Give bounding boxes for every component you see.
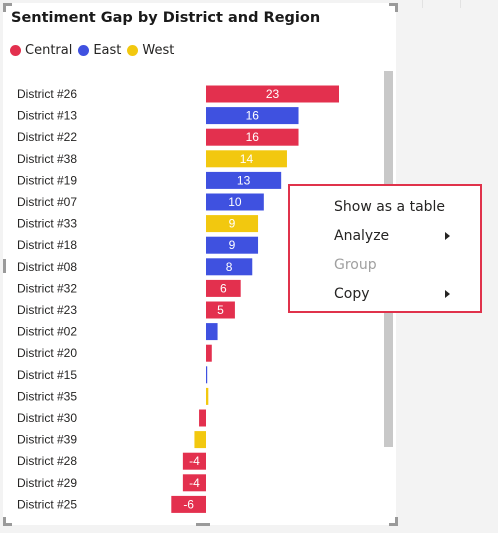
- legend-swatch-east: [78, 45, 90, 56]
- data-label: -4: [189, 454, 200, 468]
- legend-item-east[interactable]: East: [78, 43, 121, 58]
- data-label: 8: [226, 260, 233, 274]
- menu-item-group: Group: [334, 257, 377, 273]
- bar[interactable]: [206, 215, 259, 233]
- data-label: 10: [228, 195, 242, 209]
- category-label: District #29: [17, 476, 77, 490]
- resize-handle-top-left[interactable]: [3, 3, 12, 6]
- category-label: District #38: [17, 152, 77, 166]
- category-label: District #13: [17, 109, 77, 123]
- menu-item-copy[interactable]: Copy: [334, 286, 370, 302]
- bar[interactable]: [206, 301, 235, 319]
- category-label: District #39: [17, 433, 77, 447]
- bar[interactable]: [206, 387, 209, 405]
- legend-label-east: East: [93, 43, 122, 58]
- legend-swatch-central: [10, 45, 21, 56]
- bar[interactable]: [206, 107, 299, 125]
- bar[interactable]: [171, 495, 206, 513]
- category-label: District #02: [17, 325, 77, 339]
- resize-handle-bottom-right[interactable]: [389, 523, 398, 526]
- legend-label-central: Central: [25, 43, 73, 58]
- resize-handle-top-left-v[interactable]: [3, 3, 6, 12]
- category-label: District #18: [17, 238, 77, 252]
- category-label: District #28: [17, 454, 77, 468]
- resize-handle-top-right[interactable]: [389, 3, 398, 6]
- category-label: District #22: [17, 130, 77, 144]
- bar[interactable]: [206, 128, 299, 146]
- chart-legend: Central East West: [10, 43, 180, 58]
- bar[interactable]: [206, 85, 339, 103]
- category-label: District #23: [17, 303, 77, 317]
- legend-swatch-west: [127, 45, 139, 56]
- category-label: District #32: [17, 281, 77, 295]
- category-label: District #35: [17, 389, 77, 403]
- data-label: 16: [246, 130, 260, 144]
- category-label: District #33: [17, 217, 77, 231]
- menu-item-analyze[interactable]: Analyze: [334, 228, 390, 244]
- data-label: -6: [183, 497, 194, 511]
- bar[interactable]: [206, 171, 282, 189]
- category-label: District #30: [17, 411, 77, 425]
- data-label: 9: [229, 238, 236, 252]
- legend-item-west[interactable]: West: [127, 43, 174, 58]
- data-label: 13: [237, 173, 251, 187]
- canvas-divider: [422, 0, 423, 8]
- bar-chart-plot: District #26 23 District #13 16 District #22…: [17, 85, 339, 513]
- bar[interactable]: [206, 366, 208, 384]
- bar[interactable]: [206, 344, 212, 362]
- resize-handle-bottom-right-v[interactable]: [395, 517, 398, 526]
- context-menu: Show as a table Analyze Group Copy: [288, 184, 482, 313]
- category-label: District #07: [17, 195, 77, 209]
- bar[interactable]: [206, 279, 241, 297]
- chart-title: Sentiment Gap by District and Region: [11, 10, 321, 26]
- bar[interactable]: [206, 323, 218, 341]
- canvas-divider: [460, 0, 461, 8]
- resize-handle-left[interactable]: [3, 259, 6, 273]
- category-label: District #19: [17, 173, 77, 187]
- category-label: District #15: [17, 368, 77, 382]
- data-label: 14: [240, 152, 254, 166]
- bar[interactable]: [182, 474, 206, 492]
- category-label: District #20: [17, 346, 77, 360]
- category-label: District #25: [17, 497, 77, 511]
- chevron-right-icon: [445, 290, 450, 298]
- bar[interactable]: [182, 452, 206, 470]
- data-label: 23: [266, 87, 280, 101]
- menu-item-show-as-table[interactable]: Show as a table: [334, 199, 446, 215]
- bar[interactable]: [206, 193, 264, 211]
- category-label: District #26: [17, 87, 77, 101]
- resize-handle-bottom-left[interactable]: [3, 523, 12, 526]
- legend-item-central[interactable]: Central: [10, 43, 72, 58]
- bar[interactable]: [199, 409, 206, 427]
- bar[interactable]: [206, 258, 253, 276]
- data-label: 6: [220, 281, 227, 295]
- data-label: 9: [229, 217, 236, 231]
- bar[interactable]: [206, 236, 259, 254]
- legend-label-west: West: [142, 43, 175, 58]
- bar[interactable]: [194, 431, 206, 449]
- data-label: 16: [246, 109, 260, 123]
- bar[interactable]: [206, 150, 287, 168]
- resize-handle-bottom-left-v[interactable]: [3, 517, 6, 526]
- data-label: -4: [189, 476, 200, 490]
- chevron-right-icon: [445, 232, 450, 240]
- data-label: 5: [217, 303, 224, 317]
- resize-handle-top-right-v[interactable]: [395, 3, 398, 12]
- resize-handle-bottom[interactable]: [196, 523, 210, 526]
- category-label: District #08: [17, 260, 77, 274]
